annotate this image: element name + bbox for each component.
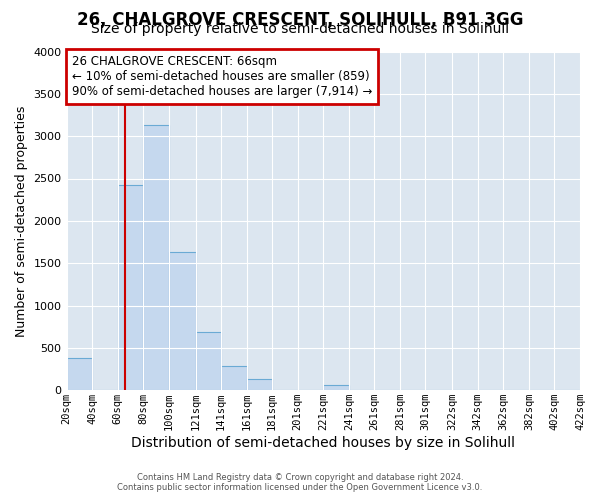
Bar — [323, 385, 349, 390]
Bar — [118, 186, 143, 390]
X-axis label: Distribution of semi-detached houses by size in Solihull: Distribution of semi-detached houses by … — [131, 436, 515, 450]
Text: Contains HM Land Registry data © Crown copyright and database right 2024.
Contai: Contains HM Land Registry data © Crown c… — [118, 473, 482, 492]
Bar — [169, 252, 196, 390]
Text: 26 CHALGROVE CRESCENT: 66sqm
← 10% of semi-detached houses are smaller (859)
90%: 26 CHALGROVE CRESCENT: 66sqm ← 10% of se… — [71, 55, 372, 98]
Bar — [221, 366, 247, 390]
Text: 26, CHALGROVE CRESCENT, SOLIHULL, B91 3GG: 26, CHALGROVE CRESCENT, SOLIHULL, B91 3G… — [77, 12, 523, 30]
Bar — [247, 379, 272, 390]
Bar — [196, 332, 221, 390]
Bar — [67, 358, 92, 390]
Y-axis label: Number of semi-detached properties: Number of semi-detached properties — [15, 105, 28, 336]
Bar — [143, 125, 169, 390]
Text: Size of property relative to semi-detached houses in Solihull: Size of property relative to semi-detach… — [91, 22, 509, 36]
